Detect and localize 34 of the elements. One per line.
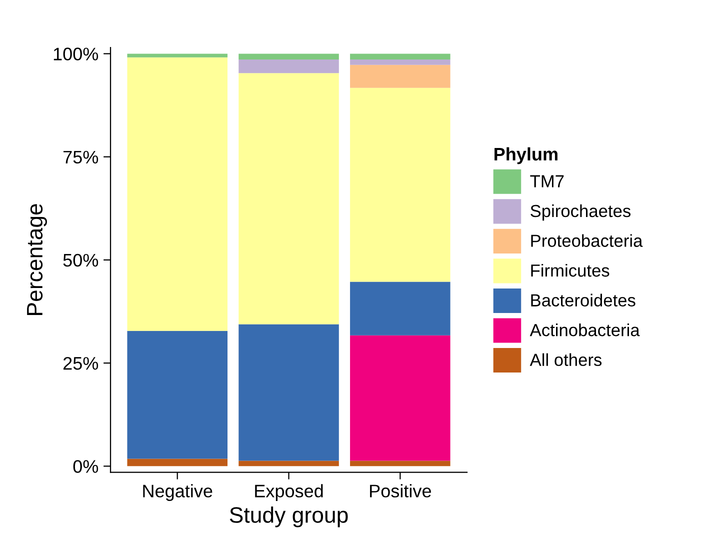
x-tick-label: Exposed <box>255 484 323 501</box>
bar <box>350 88 450 282</box>
legend-label: TM7 <box>530 175 564 188</box>
y-tick-label: 100% <box>54 48 98 60</box>
y-tick-label: 50% <box>63 254 98 267</box>
legend-label: Proteobacteria <box>531 234 643 247</box>
y-tick-label: 0% <box>73 460 98 473</box>
bar <box>350 54 450 60</box>
bar <box>350 59 450 65</box>
bar <box>238 324 339 461</box>
legend-label: Bacteroidetes <box>531 294 636 306</box>
legend-title: Phylum <box>494 147 558 164</box>
bar <box>127 54 228 58</box>
x-tick-label: Negative <box>143 484 212 501</box>
bar <box>350 64 450 88</box>
bar <box>350 335 450 461</box>
bar <box>238 54 339 60</box>
legend-label: Actinobacteria <box>530 324 640 336</box>
x-axis-title: Study group <box>230 506 348 528</box>
x-tick-label: Positive <box>370 484 431 498</box>
bar <box>127 330 228 459</box>
y-axis-title: Percentage <box>27 204 47 315</box>
bar <box>350 460 450 466</box>
bar <box>238 460 339 466</box>
bar <box>238 73 339 324</box>
y-tick-label: 25% <box>63 356 98 370</box>
legend-label: Spirochaetes <box>530 204 630 221</box>
bar <box>238 59 339 74</box>
bar <box>127 57 228 331</box>
legend-label: Firmicutes <box>531 264 610 277</box>
bar <box>350 282 450 336</box>
bar <box>127 458 228 466</box>
legend-label: All others <box>530 353 602 366</box>
y-tick-label: 75% <box>64 150 98 164</box>
